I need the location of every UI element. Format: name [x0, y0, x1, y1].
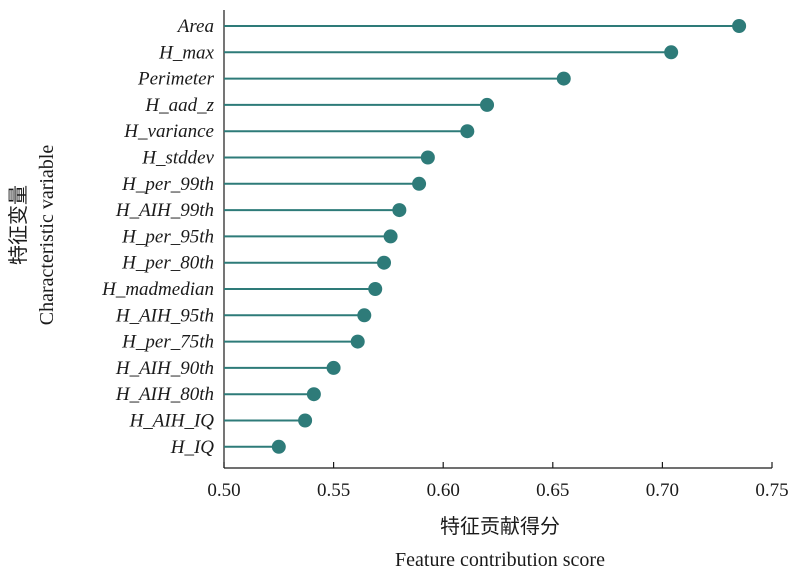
marker-dot [357, 308, 372, 323]
x-axis-label-en: Feature contribution score [395, 549, 605, 571]
category-label: H_per_95th [121, 226, 214, 247]
marker-dot [732, 19, 747, 33]
marker-dot [377, 255, 392, 270]
category-label: Perimeter [137, 69, 215, 90]
x-tick-label: 0.50 [207, 480, 240, 501]
markers [271, 19, 747, 454]
marker-dot [271, 439, 286, 454]
x-tick-label: 0.65 [536, 480, 569, 501]
category-label: H_AIH_90th [115, 358, 214, 379]
marker-dot [664, 45, 679, 60]
category-label: H_madmedian [101, 279, 214, 300]
marker-dot [420, 150, 435, 165]
x-tick-labels: 0.50 0.55 0.60 0.65 0.70 0.75 [207, 480, 788, 501]
stems [224, 25, 740, 448]
category-labels: Area H_max Perimeter H_aad_z H_variance H_std… [101, 16, 214, 458]
category-label: H_AIH_80th [115, 384, 214, 405]
marker-dot [326, 360, 341, 375]
marker-dot [480, 97, 495, 112]
marker-dot [412, 176, 427, 191]
category-label: H_variance [123, 121, 214, 142]
category-label: H_aad_z [144, 95, 214, 116]
y-axis-label-en: Characteristic variable [36, 145, 58, 326]
marker-dot [392, 203, 407, 218]
category-label: H_AIH_99th [115, 200, 214, 221]
category-label: H_max [158, 42, 214, 63]
category-label: H_per_75th [121, 332, 214, 353]
y-axis-label-cn: 特征变量 [7, 185, 30, 265]
category-label: H_AIH_95th [115, 305, 214, 326]
x-axis-label-cn: 特征贡献得分 [440, 515, 560, 538]
category-label: H_per_99th [121, 174, 214, 195]
x-tick-label: 0.70 [646, 480, 679, 501]
axes [223, 10, 773, 469]
marker-dot [298, 413, 313, 428]
marker-dot [383, 229, 398, 244]
x-tick-label: 0.55 [317, 480, 350, 501]
x-tick-label: 0.60 [427, 480, 460, 501]
marker-dot [306, 387, 321, 402]
category-label: H_per_80th [121, 253, 214, 274]
category-label: H_IQ [170, 437, 215, 458]
marker-dot [556, 71, 571, 86]
marker-dot [368, 282, 383, 296]
category-label: H_AIH_IQ [129, 411, 215, 432]
category-label: Area [176, 16, 214, 37]
marker-dot [460, 124, 475, 139]
x-tick-label: 0.75 [755, 480, 788, 501]
marker-dot [350, 334, 365, 349]
category-label: H_stddev [141, 148, 214, 169]
